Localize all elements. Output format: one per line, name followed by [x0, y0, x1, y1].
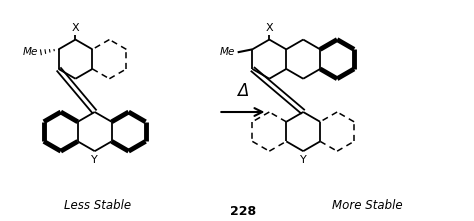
Text: X: X [72, 23, 79, 33]
Text: Δ: Δ [237, 82, 248, 100]
Text: Me: Me [219, 47, 235, 57]
Text: X: X [265, 23, 273, 33]
Text: Y: Y [91, 155, 98, 165]
Text: 228: 228 [230, 205, 256, 218]
Text: Less Stable: Less Stable [64, 198, 132, 211]
Text: More Stable: More Stable [332, 198, 402, 211]
Text: Y: Y [300, 155, 307, 165]
Text: Me: Me [23, 47, 38, 57]
